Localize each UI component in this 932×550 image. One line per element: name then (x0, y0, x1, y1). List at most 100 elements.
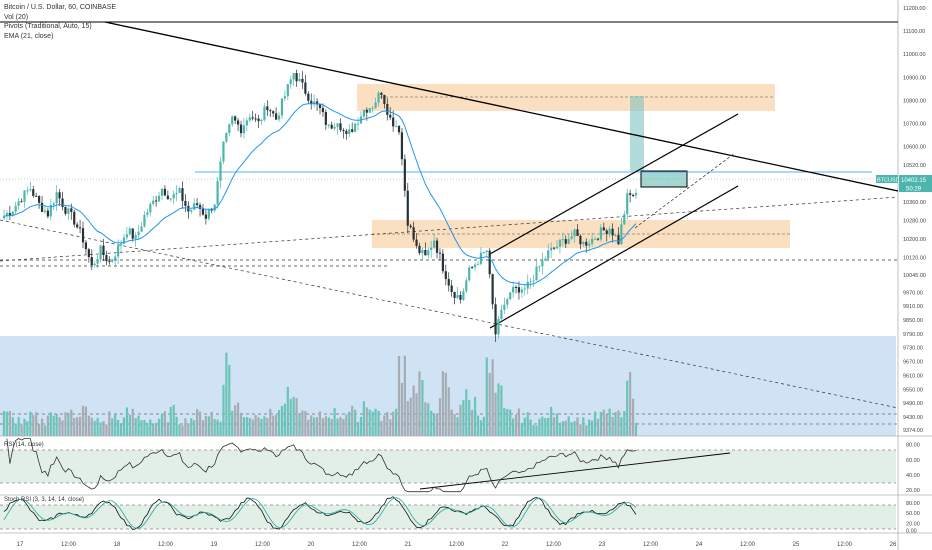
candle (239, 124, 243, 134)
candle (345, 130, 348, 134)
price-tick-label: 9910.00 (903, 304, 923, 310)
volume-bar (43, 425, 47, 436)
candle (356, 123, 360, 125)
candle (301, 78, 304, 83)
volume-bar (336, 418, 339, 436)
candle (573, 229, 576, 237)
price-tick-label: 10280.00 (903, 219, 926, 225)
volume-bar (459, 404, 462, 436)
stoch-tick-label: 0.00 (906, 528, 917, 534)
chart-legend: Bitcoin / U.S. Dollar, 60, COINBASE Vol … (4, 3, 116, 41)
volume-bar (500, 385, 503, 436)
price-tick-label: 10900.00 (903, 75, 926, 81)
volume-bar (29, 411, 32, 436)
candle (482, 252, 485, 254)
volume-bar (585, 425, 588, 436)
volume-bar (298, 413, 301, 436)
candle (11, 211, 14, 216)
candle (87, 249, 90, 258)
rsi-tick-label: 80.00 (906, 443, 920, 449)
volume-bar (383, 415, 386, 436)
candle (497, 318, 500, 335)
price-axis[interactable]: 11200.00 11100.00 11000.00 10900.00 10800.00… (903, 6, 926, 534)
volume-bar (561, 421, 564, 436)
volume-bar (327, 417, 330, 436)
volume-bar (368, 409, 371, 436)
volume-bar (555, 413, 559, 436)
candle (149, 204, 152, 213)
volume-bar (128, 414, 131, 436)
volume-bar (591, 420, 594, 436)
volume-bar (345, 414, 348, 436)
candle (119, 243, 123, 246)
candle (137, 231, 140, 236)
volume-bar (611, 416, 614, 436)
candle (623, 214, 626, 225)
pivots-indicator-label: Pivots (Traditional, Auto, 15) (4, 23, 92, 30)
candle (462, 291, 465, 300)
time-tick-label: 12:00 (449, 542, 465, 548)
volume-bar (152, 423, 155, 436)
volume-bar (295, 398, 298, 436)
volume-bar (497, 383, 500, 436)
candle (73, 211, 76, 225)
candle (450, 285, 453, 292)
candle (485, 250, 488, 253)
candle (190, 209, 193, 212)
rsi-tick-label: 60.00 (906, 458, 920, 464)
volume-bar (310, 415, 313, 436)
candle (421, 250, 424, 254)
candle (488, 250, 491, 275)
candle (231, 116, 234, 125)
candle (248, 117, 251, 121)
candle (155, 200, 158, 202)
rsi-tick-label: 40.00 (906, 473, 920, 479)
volume-bar (424, 402, 427, 436)
candle (272, 111, 275, 114)
last-price-badge (899, 175, 932, 184)
volume-bar (149, 419, 152, 436)
volume-bar (119, 424, 123, 436)
volume-bar (415, 393, 418, 436)
candle (14, 205, 17, 212)
candle (456, 295, 459, 298)
volume-bar (134, 418, 137, 436)
volume-bar (450, 409, 453, 436)
candle (412, 227, 415, 240)
price-tick-label: 9374.00 (903, 428, 923, 434)
volume-bar (38, 423, 41, 436)
volume-bar (333, 408, 336, 436)
volume-bar (196, 409, 199, 436)
candle (327, 124, 330, 126)
candle (576, 229, 579, 236)
volume-bar (441, 371, 444, 436)
volume-bar (122, 417, 126, 436)
volume-bar (380, 420, 383, 436)
candle (5, 213, 9, 217)
candle (166, 195, 169, 200)
candle (506, 299, 509, 305)
candle (441, 253, 444, 272)
volume-bar (84, 406, 88, 436)
volume-bar (330, 419, 333, 436)
candle (526, 281, 529, 289)
candle (336, 123, 339, 127)
candle (236, 120, 240, 125)
time-axis[interactable]: 17 12:00 18 12:00 19 12:00 20 12:00 21 12:00 22 12:… (17, 542, 897, 548)
volume-bar (342, 418, 345, 436)
volume-bar (453, 414, 456, 436)
candle (207, 208, 210, 219)
rsi-band (0, 450, 896, 483)
volume-bar (67, 412, 70, 436)
candle (251, 117, 254, 119)
price-tick-label: 9970.00 (903, 290, 923, 296)
candle (181, 188, 184, 201)
volume-bar (523, 417, 526, 436)
countdown-badge (899, 184, 932, 192)
price-tick-label: 9670.00 (903, 360, 923, 366)
time-tick-label: 12:00 (158, 542, 174, 548)
channel-midline (634, 152, 736, 229)
candle (579, 235, 582, 245)
candle (242, 125, 246, 134)
